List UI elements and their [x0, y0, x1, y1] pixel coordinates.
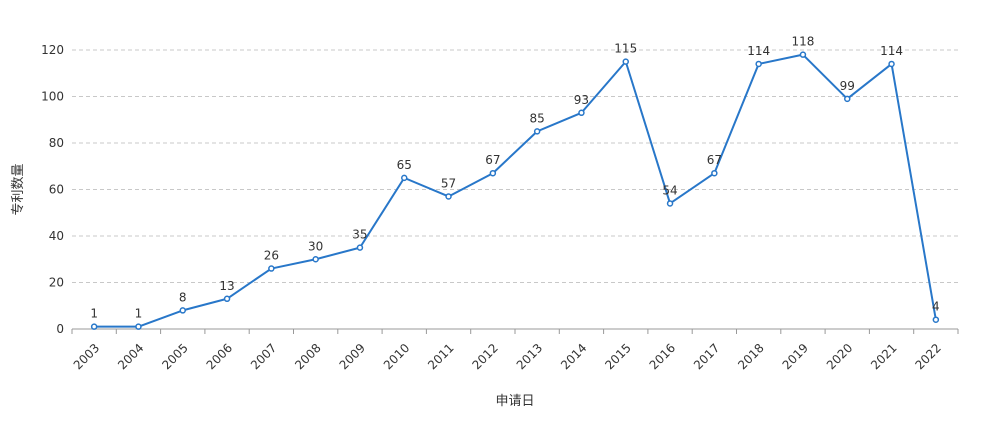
series-line-group [94, 53, 937, 328]
x-axis-ticks: 2003 2004 2005 2006 2007 2008 2009 2010 2011 2012… [71, 341, 944, 372]
data-point [711, 169, 718, 177]
y-axis-title: 专利数量 [11, 163, 26, 215]
data-points [90, 51, 940, 330]
data-point [268, 265, 275, 272]
data-point [755, 60, 762, 68]
data-point [799, 51, 807, 58]
x-axis-title: 申请日 [495, 394, 534, 409]
data-point [179, 307, 186, 314]
x-tick-label: 2022 [912, 341, 943, 372]
x-tick-label: 2015 [602, 341, 633, 372]
data-point [401, 174, 408, 182]
y-tick-label: 20 [49, 276, 64, 290]
data-label: 30 [308, 239, 323, 253]
y-tick-label: 60 [49, 183, 64, 197]
data-label: 8 [179, 290, 187, 304]
data-point [489, 169, 497, 177]
data-point [578, 109, 585, 117]
x-tick-label: 2010 [381, 341, 412, 372]
data-label: 67 [485, 153, 500, 167]
data-point [533, 128, 541, 135]
x-tick-label: 2008 [292, 341, 323, 372]
x-tick-label: 2012 [469, 341, 500, 372]
x-tick-label: 2005 [159, 341, 190, 372]
x-tick-label: 2014 [558, 341, 589, 372]
data-label: 4 [932, 300, 940, 314]
data-point [844, 95, 851, 103]
data-point [312, 256, 319, 263]
data-point [932, 316, 940, 323]
data-point [356, 244, 364, 251]
data-label: 57 [441, 176, 456, 190]
data-label: 99 [840, 79, 855, 93]
data-label: 114 [747, 44, 770, 58]
y-tick-label: 100 [41, 90, 64, 104]
x-tick-label: 2007 [248, 341, 279, 372]
x-tick-label: 2018 [735, 341, 766, 372]
y-tick-label: 120 [41, 43, 64, 57]
data-label: 65 [397, 158, 412, 172]
data-label: 118 [791, 35, 814, 49]
data-label: 35 [352, 228, 367, 242]
data-point [223, 295, 231, 303]
y-axis-ticks: 0 20 40 60 80 100 120 [41, 43, 64, 336]
data-point [622, 58, 629, 65]
axes [71, 328, 959, 334]
data-point [135, 323, 142, 330]
x-tick-label: 2004 [115, 341, 146, 372]
data-label: 93 [574, 93, 589, 107]
data-label: 67 [707, 153, 722, 167]
data-label: 26 [264, 249, 279, 263]
data-label: 1 [135, 307, 143, 321]
data-point [888, 60, 895, 68]
data-label: 85 [530, 111, 545, 125]
y-tick-label: 80 [49, 136, 64, 150]
x-tick-label: 2013 [514, 341, 545, 372]
y-tick-label: 0 [56, 322, 64, 336]
data-point [666, 200, 674, 207]
x-tick-label: 2006 [204, 341, 235, 372]
x-tick-label: 2003 [71, 341, 102, 372]
x-tick-label: 2011 [425, 341, 456, 372]
x-tick-label: 2017 [691, 341, 722, 372]
data-point [445, 193, 452, 200]
series-line [94, 53, 937, 328]
x-tick-label: 2020 [824, 341, 855, 372]
data-label: 114 [880, 44, 903, 58]
y-tick-label: 40 [49, 229, 64, 243]
data-label: 54 [662, 183, 677, 197]
data-point [90, 323, 98, 330]
gridlines [72, 49, 958, 283]
x-tick-label: 2021 [868, 341, 899, 372]
data-label: 13 [219, 279, 234, 293]
x-tick-label: 2009 [337, 341, 368, 372]
data-label: 1 [90, 307, 98, 321]
x-tick-label: 2019 [780, 341, 811, 372]
x-tick-label: 2016 [647, 341, 678, 372]
data-label: 115 [614, 42, 637, 56]
